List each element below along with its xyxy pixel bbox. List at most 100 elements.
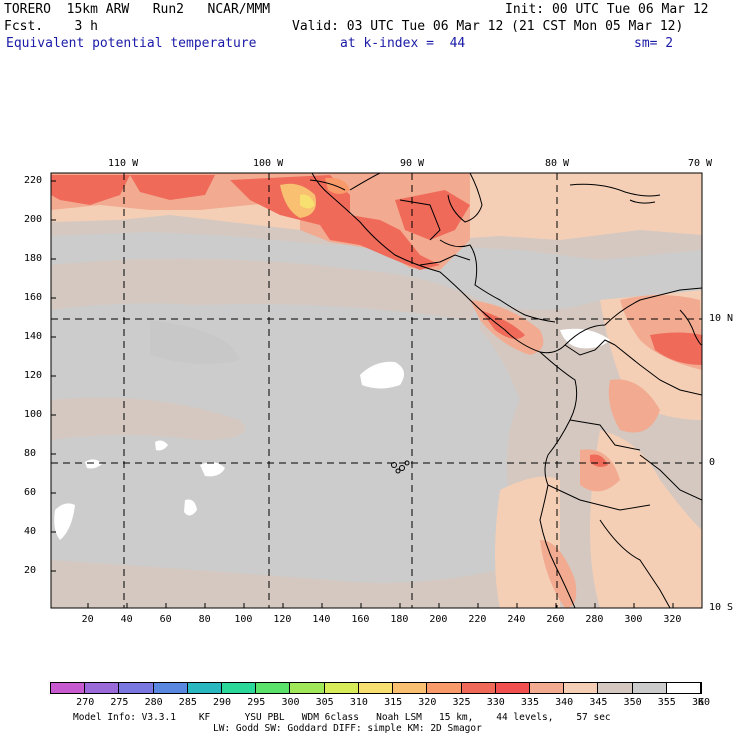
field-salmon-andes-1 <box>608 379 660 433</box>
lat-label-10s: 10 S <box>709 602 734 613</box>
y-tick-label: 20 <box>24 565 37 576</box>
colorbar-label: 335 <box>520 697 539 708</box>
field-white-panama <box>560 328 610 349</box>
field-white-6 <box>85 459 102 469</box>
field-white-1 <box>360 361 404 389</box>
x-tick-label: 80 <box>198 614 211 625</box>
country-borders <box>399 199 702 608</box>
model-title: TORERO 15km ARW Run2 NCAR/MMM <box>4 2 271 17</box>
field-red-costarica <box>480 310 525 339</box>
field-red-venezuela <box>650 332 702 365</box>
x-tick-label: 20 <box>81 614 94 625</box>
x-tick-label: 60 <box>159 614 172 625</box>
x-tick-label: 40 <box>120 614 133 625</box>
colorbar-label: 315 <box>384 697 403 708</box>
x-tick-label: 220 <box>468 614 487 625</box>
colorbar-label: 275 <box>110 697 129 708</box>
y-tick-label: 180 <box>24 253 43 264</box>
colorbar-label: 345 <box>589 697 608 708</box>
lon-label-70w: 70 W <box>688 158 713 169</box>
field-peach-sw <box>495 476 560 608</box>
colorbar-swatch <box>256 683 291 693</box>
colorbar-label: 340 <box>555 697 574 708</box>
x-tick-label: 120 <box>273 614 292 625</box>
y-tick-label: 120 <box>24 370 43 381</box>
field-orange-mexico <box>280 183 316 218</box>
y-tick-label: 160 <box>24 292 43 303</box>
field-red-mexico <box>230 175 440 270</box>
physics-info: LW: Godd SW: Goddard DIFF: simple KM: 2D… <box>213 723 482 734</box>
colorbar-swatch <box>51 683 86 693</box>
colorbar-swatch <box>187 683 223 693</box>
colorbar-label: 310 <box>349 697 368 708</box>
colorbar-swatch <box>358 683 394 693</box>
x-tick-label: 140 <box>312 614 331 625</box>
y-tick-label: 80 <box>24 448 37 459</box>
x-tick-label: 200 <box>429 614 448 625</box>
colorbar-label: K <box>697 697 705 708</box>
x-tick-label: 160 <box>351 614 370 625</box>
y-tick-label: 100 <box>24 409 43 420</box>
colorbar-label: 325 <box>452 697 471 708</box>
field-red-north <box>130 175 215 200</box>
x-tick-label: 280 <box>585 614 604 625</box>
field-red-nw <box>51 175 130 205</box>
colorbar-swatch <box>495 683 530 693</box>
model-info: Model Info: V3.3.1 KF YSU PBL WDM 6class… <box>73 712 611 723</box>
field-gray-patch <box>150 320 240 364</box>
field-tan-band-1 <box>51 258 480 320</box>
axis-ticks <box>51 180 674 608</box>
theta-e-field <box>51 173 702 608</box>
field-name: Equivalent potential temperature <box>6 36 257 51</box>
colorbar-frame <box>50 682 702 694</box>
y-tick-label: 40 <box>24 526 37 537</box>
colorbar-swatch <box>85 683 120 693</box>
lon-label-100w: 100 W <box>253 158 284 169</box>
field-white-4 <box>155 440 168 451</box>
colorbar-label: 355 <box>657 697 676 708</box>
colorbar-swatch <box>564 683 599 693</box>
colorbar-label: 290 <box>213 697 232 708</box>
field-red-andes <box>590 454 608 467</box>
colorbar-label: 330 <box>486 697 505 708</box>
level-label: at k-index = 44 <box>340 36 466 51</box>
colorbar-swatch <box>666 683 701 693</box>
coastlines <box>309 173 702 608</box>
x-tick-label: 260 <box>546 614 565 625</box>
colorbar-swatch <box>632 683 667 693</box>
field-yellow-mexico <box>300 194 315 209</box>
x-tick-label: 300 <box>624 614 643 625</box>
field-white-3 <box>200 462 225 477</box>
colorbar-label: 280 <box>144 697 163 708</box>
colorbar-swatch <box>598 683 633 693</box>
colorbar-swatch <box>461 683 496 693</box>
y-tick-label: 220 <box>24 175 43 186</box>
field-tan-south <box>51 560 520 608</box>
colorbar-swatch <box>393 683 428 693</box>
colorbar-label: 360 <box>691 697 711 708</box>
x-tick-label: 180 <box>390 614 409 625</box>
valid-time: Valid: 03 UTC Tue 06 Mar 12 (21 CST Mon … <box>292 19 684 34</box>
y-tick-label: 200 <box>24 214 43 225</box>
forecast-hour: Fcst. 3 h <box>4 19 98 34</box>
colorbar-label: 350 <box>623 697 642 708</box>
lon-label-80w: 80 W <box>545 158 570 169</box>
field-tan-band-2 <box>51 397 245 440</box>
map-frame <box>50 172 703 609</box>
colorbar-swatch <box>427 683 462 693</box>
smoothing-label: sm= 2 <box>634 36 674 51</box>
colorbar-swatch <box>324 683 359 693</box>
colorbar-label: 270 <box>76 697 95 708</box>
field-white-2 <box>54 503 75 540</box>
colorbar-swatch <box>153 683 188 693</box>
lat-label-10n: 10 N <box>709 313 734 324</box>
field-orange-north <box>325 177 350 194</box>
graticule <box>51 173 702 608</box>
lat-label-0: 0 <box>709 457 716 468</box>
field-white-5 <box>184 499 197 516</box>
x-tick-label: 240 <box>507 614 526 625</box>
x-tick-label: 100 <box>234 614 253 625</box>
colorbar-swatch <box>290 683 325 693</box>
lon-label-90w: 90 W <box>400 158 425 169</box>
